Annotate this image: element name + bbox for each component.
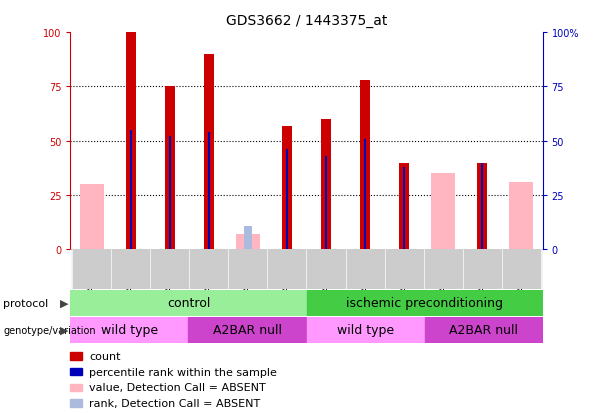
Bar xyxy=(424,317,543,343)
Bar xyxy=(325,157,327,250)
Text: count: count xyxy=(89,351,120,361)
Text: control: control xyxy=(167,297,210,310)
Bar xyxy=(70,317,189,343)
Bar xyxy=(229,250,267,289)
Text: A2BAR null: A2BAR null xyxy=(213,323,282,337)
Bar xyxy=(432,174,455,250)
Text: genotype/variation: genotype/variation xyxy=(3,325,96,335)
Bar xyxy=(509,183,533,250)
Bar xyxy=(384,250,424,289)
Bar xyxy=(286,150,288,250)
Bar xyxy=(306,290,543,316)
Bar xyxy=(321,120,331,250)
Text: GDS3662 / 1443375_at: GDS3662 / 1443375_at xyxy=(226,14,387,28)
Bar xyxy=(267,250,306,289)
Bar xyxy=(204,55,215,250)
Bar xyxy=(403,168,405,250)
Text: protocol: protocol xyxy=(3,298,48,308)
Text: A2BAR null: A2BAR null xyxy=(449,323,518,337)
Bar xyxy=(364,139,367,250)
Bar xyxy=(70,290,306,316)
Bar xyxy=(126,33,136,250)
Bar xyxy=(481,163,484,250)
Bar xyxy=(169,137,172,250)
Text: value, Detection Call = ABSENT: value, Detection Call = ABSENT xyxy=(89,382,265,392)
Bar xyxy=(150,250,189,289)
Bar xyxy=(282,126,292,250)
Bar xyxy=(477,163,487,250)
Bar xyxy=(501,250,541,289)
Bar xyxy=(112,250,150,289)
Bar xyxy=(189,317,306,343)
Bar xyxy=(208,133,210,250)
Bar xyxy=(129,131,132,250)
Text: rank, Detection Call = ABSENT: rank, Detection Call = ABSENT xyxy=(89,398,260,408)
Bar xyxy=(346,250,384,289)
Bar xyxy=(398,163,409,250)
Text: ▶: ▶ xyxy=(60,325,69,335)
Bar xyxy=(189,250,229,289)
Bar xyxy=(306,317,424,343)
Text: percentile rank within the sample: percentile rank within the sample xyxy=(89,367,276,377)
Bar xyxy=(72,250,112,289)
Bar xyxy=(165,87,175,250)
Text: ischemic preconditioning: ischemic preconditioning xyxy=(346,297,503,310)
Bar xyxy=(463,250,501,289)
Bar xyxy=(424,250,463,289)
Text: wild type: wild type xyxy=(101,323,158,337)
Bar xyxy=(80,185,104,250)
Bar xyxy=(306,250,346,289)
Bar xyxy=(236,235,260,250)
Text: wild type: wild type xyxy=(337,323,394,337)
Bar xyxy=(244,226,252,250)
Bar xyxy=(360,81,370,250)
Text: ▶: ▶ xyxy=(60,298,69,308)
